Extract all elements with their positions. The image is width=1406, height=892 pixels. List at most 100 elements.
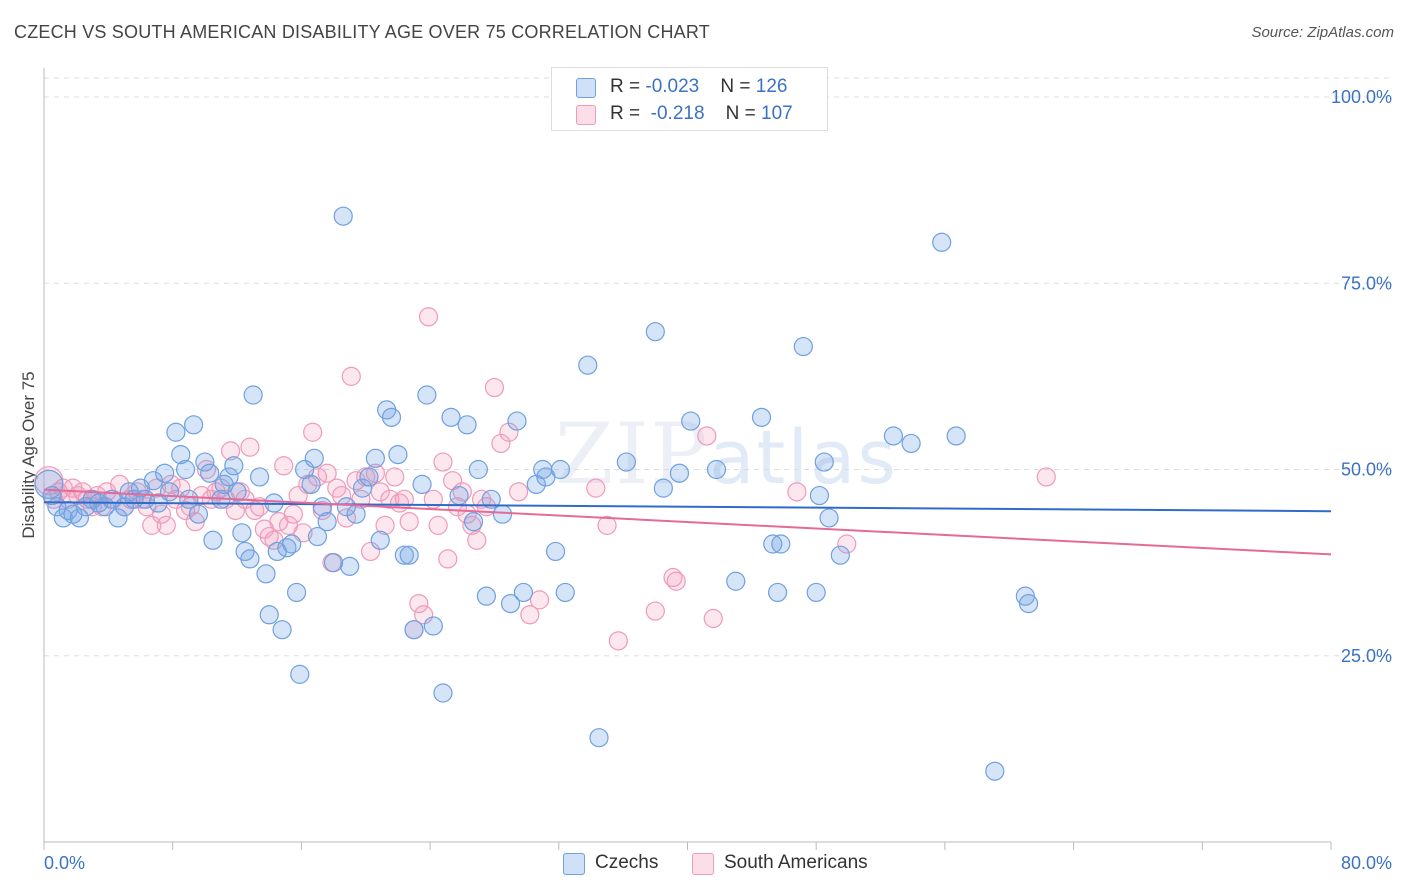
czech-point — [388, 445, 408, 465]
czech-point — [901, 433, 921, 454]
czech-point — [507, 411, 527, 431]
south-american-point — [211, 478, 231, 498]
czech-point — [249, 467, 270, 487]
legend-r-value: -0.023 — [645, 76, 700, 97]
czech-point — [34, 469, 64, 499]
czech-point — [227, 482, 247, 502]
south-american-point — [303, 422, 323, 442]
czech-point — [312, 497, 332, 517]
legend-swatch-south-americans — [576, 105, 596, 125]
south-american-point — [663, 567, 683, 588]
czech-point — [819, 508, 839, 528]
south-american-point — [608, 631, 628, 651]
czech-point — [932, 232, 952, 252]
czech-point — [763, 534, 783, 554]
south-american-point — [409, 593, 429, 614]
south-american-point — [467, 530, 487, 550]
czech-point — [883, 426, 904, 446]
czech-point — [578, 355, 598, 375]
south-american-point — [697, 426, 717, 446]
south-american-point — [645, 601, 665, 621]
y-tick-label: 25.0% — [1341, 646, 1392, 666]
czech-point — [500, 593, 521, 614]
czech-point — [370, 530, 390, 550]
czech-point — [481, 489, 501, 509]
czech-point — [653, 478, 673, 498]
czech-point — [412, 474, 432, 494]
czech-point — [417, 385, 437, 405]
legend-label-czechs: Czechs — [595, 852, 659, 873]
czech-point — [492, 504, 513, 524]
y-tick-label: 75.0% — [1341, 273, 1392, 293]
legend-text-czechs: R = -0.023 N = 126 — [610, 76, 787, 98]
czech-point — [726, 571, 746, 591]
czech-point — [188, 504, 209, 524]
south-american-point — [499, 422, 519, 442]
czech-point — [985, 761, 1005, 781]
south-american-point — [317, 463, 337, 483]
czech-point — [706, 459, 727, 480]
czech-point — [830, 545, 850, 565]
czech-trend-line — [43, 501, 1332, 513]
czech-point — [814, 452, 834, 472]
czech-point — [645, 322, 665, 342]
south-american-point — [418, 307, 439, 327]
czech-point — [256, 564, 276, 584]
czech-point — [200, 463, 220, 483]
south-american-point — [491, 433, 511, 454]
south-american-point — [520, 605, 540, 625]
czech-point — [681, 411, 701, 431]
czech-point — [809, 485, 830, 506]
series-legend: Czechs South Americans — [0, 852, 1406, 878]
czech-point — [232, 523, 252, 543]
czech-point — [441, 407, 461, 427]
south-american-point — [787, 482, 807, 502]
czech-point — [243, 385, 263, 405]
czech-point — [669, 463, 690, 483]
czech-point — [946, 426, 966, 446]
legend-label-south-americans: South Americans — [724, 852, 868, 873]
czech-point — [286, 582, 307, 603]
czech-point — [433, 683, 453, 703]
czech-point — [69, 508, 89, 528]
watermark-atlas: atlas — [709, 415, 898, 501]
south-american-point — [529, 590, 550, 610]
swatch-czechs — [563, 853, 585, 875]
legend-n-label: N = — [725, 103, 762, 124]
stats-legend: R = -0.023 N = 126 R = -0.218 N = 107 — [551, 67, 828, 131]
legend-r-value: -0.218 — [650, 103, 705, 124]
south-american-point — [666, 571, 686, 591]
south-american-point — [399, 512, 419, 532]
south-american-point — [221, 441, 241, 461]
czech-point — [259, 605, 279, 625]
czech-point — [1018, 593, 1039, 614]
south-american-point — [703, 608, 723, 629]
czech-point — [143, 471, 163, 491]
czech-point — [203, 530, 223, 550]
czech-point — [184, 415, 204, 435]
south-american-point — [196, 459, 217, 480]
south-american-point — [249, 497, 270, 517]
czech-point — [224, 456, 244, 476]
south-american-point — [274, 456, 294, 476]
czech-point — [449, 485, 469, 506]
czech-point — [545, 541, 566, 562]
south-american-trend-line — [43, 488, 1332, 556]
czech-point — [771, 534, 791, 554]
czech-point — [399, 545, 419, 565]
czech-point — [767, 582, 788, 603]
y-tick-label: 50.0% — [1341, 460, 1392, 480]
legend-n-label: N = — [720, 76, 756, 97]
czech-point — [336, 497, 357, 517]
south-american-point — [433, 452, 453, 472]
czech-point — [457, 415, 477, 435]
czech-point — [616, 452, 636, 472]
south-american-point — [452, 482, 472, 502]
czech-point — [166, 422, 186, 442]
czech-point — [381, 407, 402, 427]
chart-title: CZECH VS SOUTH AMERICAN DISABILITY AGE O… — [14, 22, 710, 42]
south-american-point — [240, 437, 260, 457]
south-american-point — [428, 515, 448, 535]
source-label: Source: ZipAtlas.com — [1251, 24, 1394, 41]
